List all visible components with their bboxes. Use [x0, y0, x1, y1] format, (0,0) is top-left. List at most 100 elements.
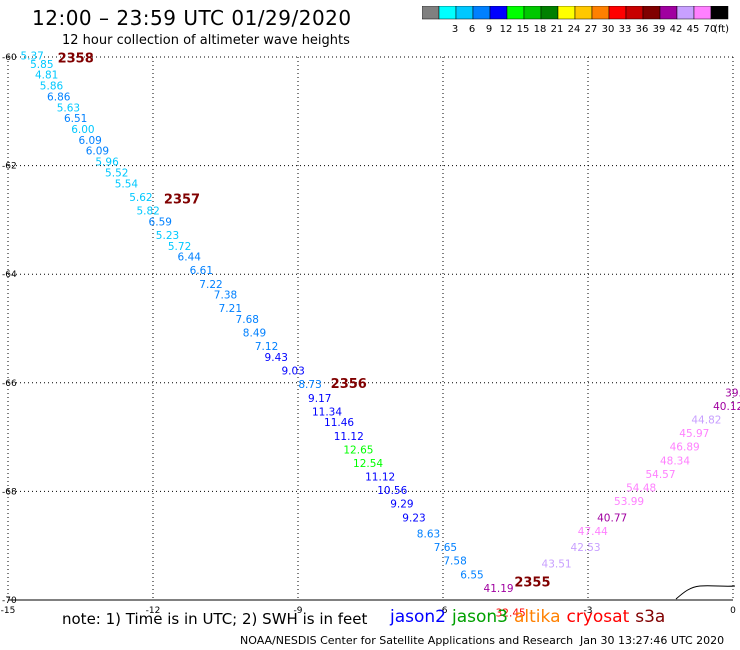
wave-height-point: 6.09	[78, 135, 101, 147]
satellite-name: jason2	[390, 607, 446, 627]
legend-tick-label: 15	[517, 24, 530, 35]
wave-height-point: 48.34	[660, 455, 690, 467]
generated-timestamp: Jan 30 13:27:46 UTC 2020	[580, 634, 725, 647]
legend-tick-label: 36	[636, 24, 649, 35]
wave-height-point: 6.00	[71, 124, 94, 136]
wave-height-point: 6.61	[190, 265, 213, 277]
wave-height-point: 5.85	[30, 59, 53, 71]
wave-height-point: 9.43	[265, 352, 288, 364]
wave-height-point: 9.23	[402, 512, 425, 524]
wave-height-point: 9.03	[281, 366, 304, 378]
legend-tick-label: 12	[500, 24, 513, 35]
satellite-name: altika	[514, 607, 561, 627]
wave-height-point: 6.55	[460, 569, 483, 581]
y-tick-label: -70	[2, 596, 17, 606]
satellite-legend: jason2 jason3 altika cryosat s3a	[390, 607, 671, 627]
wave-height-point: 42.53	[571, 542, 601, 554]
wave-height-point: 44.82	[691, 415, 721, 427]
satellite-pass: 5.375.854.815.866.865.636.516.006.096.09…	[20, 51, 152, 204]
x-tick-label: -9	[294, 606, 303, 616]
wave-height-point: 39.6	[725, 387, 740, 399]
wave-height-point: 6.44	[178, 252, 202, 264]
wave-height-point: 7.65	[434, 542, 457, 554]
wave-height-point: 5.86	[40, 81, 64, 93]
legend-tick-label: 6	[469, 24, 475, 35]
wave-height-point: 5.72	[168, 241, 191, 253]
wave-height-point: 7.12	[255, 341, 278, 353]
wave-height-point: 7.58	[443, 556, 466, 568]
x-tick-label: -15	[1, 606, 16, 616]
satellite-pass: 41.19 32.45 43.51 42.53 47.44 40.77 53.99 54.48…	[484, 387, 740, 619]
wave-height-point: 5.96	[95, 157, 119, 169]
x-tick-label: -6	[439, 606, 448, 616]
legend-tick-label: 9	[486, 24, 492, 35]
wave-height-point: 11.46	[324, 417, 354, 429]
color-scale-legend: 3 6 9 12 15 18 21 24 27 30 33 36 39 42 45 70(ft)	[422, 6, 729, 35]
legend-tick-label: 27	[585, 24, 598, 35]
wave-height-point: 43.51	[542, 558, 572, 570]
pass-label: 2355	[514, 575, 550, 590]
wave-height-point: 53.99	[614, 496, 644, 508]
wave-height-point: 12.65	[343, 444, 373, 456]
wave-height-point: 12.54	[353, 458, 383, 470]
legend-tick-label: 33	[619, 24, 632, 35]
wave-height-point: 5.82	[136, 205, 159, 217]
wave-height-point: 8.63	[417, 529, 440, 541]
legend-tick-label: 3	[452, 24, 458, 35]
credit-text: NOAA/NESDIS Center for Satellite Applica…	[240, 634, 574, 647]
wave-height-point: 41.19	[484, 583, 514, 595]
pass-label: 2356	[331, 377, 367, 392]
wave-height-point: 6.59	[149, 216, 172, 228]
x-tick-label: -3	[584, 606, 593, 616]
legend-tick-label: 21	[551, 24, 564, 35]
pass-label: 2358	[58, 51, 94, 66]
wave-height-point: 8.49	[243, 328, 266, 340]
y-tick-label: -68	[2, 487, 17, 497]
footer-note: note: 1) Time is in UTC; 2) SWH is in fe…	[62, 610, 368, 628]
wave-height-point: 32.45	[496, 607, 526, 619]
wave-height-point: 6.51	[64, 113, 87, 125]
wave-height-point: 7.68	[236, 314, 259, 326]
wave-height-point: 5.52	[105, 167, 128, 179]
wave-height-point: 4.81	[35, 70, 58, 82]
wave-height-point: 5.63	[57, 102, 80, 114]
page-title: 12:00 – 23:59 UTC 01/29/2020	[32, 6, 352, 30]
legend-tick-label: 24	[568, 24, 581, 35]
x-tick-label: -12	[146, 606, 161, 616]
wave-height-point: 9.29	[390, 499, 413, 511]
wave-height-point: 7.22	[199, 279, 222, 291]
pass-label: 2357	[164, 193, 200, 208]
wave-height-point: 45.97	[679, 428, 709, 440]
wave-height-point: 5.54	[115, 178, 139, 190]
satellite-name: jason3	[452, 607, 508, 627]
y-tick-label: -66	[2, 379, 17, 389]
satellite-name: cryosat	[566, 607, 630, 627]
satellite-pass: 5.826.59 5.235.726.446.61 7.227.387.217.68…	[136, 193, 304, 378]
wave-height-point: 47.44	[578, 526, 608, 538]
wave-height-point: 11.34	[312, 406, 342, 418]
wave-height-point: 6.09	[86, 146, 109, 158]
legend-swatch	[710, 6, 729, 20]
legend-unit-label: (ft)	[714, 24, 729, 35]
y-tick-label: -60	[2, 53, 17, 63]
legend-tick-label: 45	[687, 24, 700, 35]
legend-tick-label: 42	[670, 24, 683, 35]
wave-height-point: 46.89	[670, 442, 700, 454]
wave-height-point: 54.57	[645, 469, 675, 481]
y-tick-label: -62	[2, 162, 17, 172]
wave-height-point: 54.48	[626, 482, 656, 494]
wave-height-point: 11.12	[365, 472, 395, 484]
wave-height-point: 40.12	[713, 401, 740, 413]
wave-height-point: 6.86	[47, 91, 71, 103]
wave-height-point: 10.56	[377, 485, 407, 497]
page-subtitle: 12 hour collection of altimeter wave hei…	[62, 33, 350, 48]
x-tick-label: 0	[730, 606, 736, 616]
wave-height-point: 7.38	[214, 290, 237, 302]
wave-height-point: 9.17	[308, 393, 331, 405]
wave-height-point: 8.73	[298, 379, 321, 391]
legend-tick-label: 18	[534, 24, 547, 35]
wave-height-point: 5.23	[156, 230, 179, 242]
coastline	[675, 585, 736, 600]
wave-height-point: 5.62	[129, 192, 152, 204]
